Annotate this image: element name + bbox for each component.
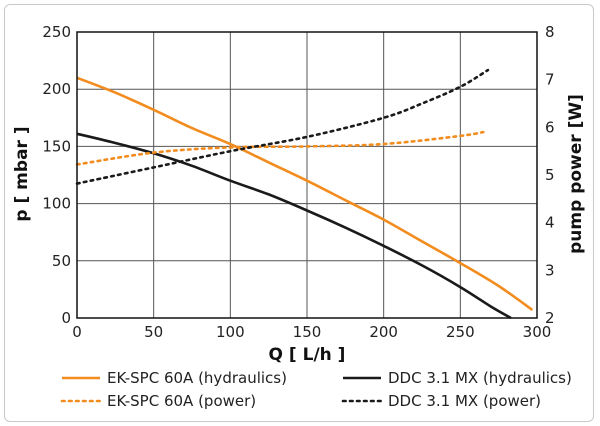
x-tick-label: 150	[293, 323, 322, 341]
legend-label: DDC 3.1 MX (power)	[388, 392, 541, 410]
x-tick-label: 50	[144, 323, 163, 341]
y2-axis-label: pump power [W]	[566, 94, 586, 254]
x-tick-label: 250	[446, 323, 475, 341]
series-line-1	[76, 76, 534, 312]
grid	[76, 31, 538, 319]
y-tick-label: 250	[42, 23, 71, 41]
y-tick-label: 200	[42, 80, 71, 98]
x-tick-label: 0	[72, 323, 82, 341]
series-line-4	[75, 68, 490, 185]
y-tick-label: 150	[42, 137, 71, 155]
series-line-2	[76, 132, 512, 320]
x-tick-label: 200	[369, 323, 398, 341]
y2-tick-label: 8	[545, 23, 555, 41]
series-line-3	[75, 130, 485, 166]
chart-frame	[4, 4, 594, 422]
y-tick-label: 100	[42, 195, 71, 213]
legend-label: DDC 3.1 MX (hydraulics)	[388, 369, 572, 387]
y2-tick-label: 6	[545, 118, 555, 136]
legend: EK-SPC 60A (hydraulics) DDC 3.1 MX (hydra…	[60, 369, 572, 410]
y2-tick-label: 3	[545, 261, 555, 279]
y-tick-label: 0	[61, 309, 71, 327]
plot-border	[76, 31, 538, 319]
y2-tick-label: 2	[545, 309, 555, 327]
x-axis-label: Q [ L/h ]	[269, 345, 346, 365]
y-axis-label: p [ mbar ]	[12, 126, 32, 221]
x-tick-label: 300	[523, 323, 552, 341]
series-layer	[75, 68, 534, 320]
x-tick-label: 100	[216, 323, 245, 341]
y-ticks: 0 50 100 150 200 250	[42, 23, 71, 327]
y-tick-label: 50	[52, 252, 71, 270]
y2-tick-label: 5	[545, 166, 555, 184]
y2-tick-label: 7	[545, 71, 555, 89]
legend-label: EK-SPC 60A (power)	[107, 392, 256, 410]
legend-label: EK-SPC 60A (hydraulics)	[107, 369, 287, 387]
y2-ticks: 2 3 4 5 6 7 8	[545, 23, 555, 327]
x-ticks: 0 50 100 150 200 250 300	[72, 323, 551, 341]
y2-tick-label: 4	[545, 214, 555, 232]
